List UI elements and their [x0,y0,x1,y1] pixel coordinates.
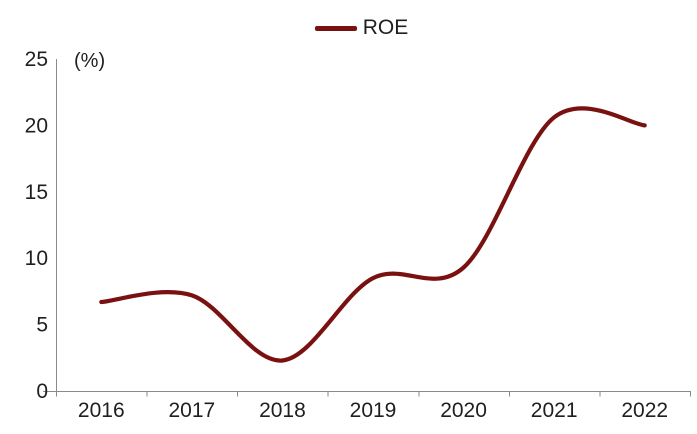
y-tick-label: 20 [25,114,48,137]
legend-label: ROE [362,16,409,39]
y-tick-label: 5 [36,314,48,337]
axes [43,59,691,397]
legend-line-swatch [314,25,357,31]
x-tick-label: 2020 [440,399,487,422]
x-tick-label: 2017 [168,399,215,422]
y-tick-label: 25 [25,48,48,71]
legend: ROE [13,17,697,39]
x-tick-label: 2022 [621,399,668,422]
y-tick-label: 15 [25,181,48,204]
x-tick-labels: 2016 2017 2018 2019 2020 2021 2022 [78,399,668,422]
x-tick-label: 2018 [259,399,306,422]
y-tick-labels: 0 5 10 15 20 25 [25,48,48,403]
y-tick-label: 0 [36,380,48,403]
x-tick-label: 2019 [350,399,397,422]
x-tick-label: 2016 [78,399,125,422]
x-tick-label: 2021 [531,399,578,422]
roe-series-line [99,106,647,363]
y-tick-label: 10 [25,247,48,270]
y-axis-unit-label: (%) [74,50,105,72]
